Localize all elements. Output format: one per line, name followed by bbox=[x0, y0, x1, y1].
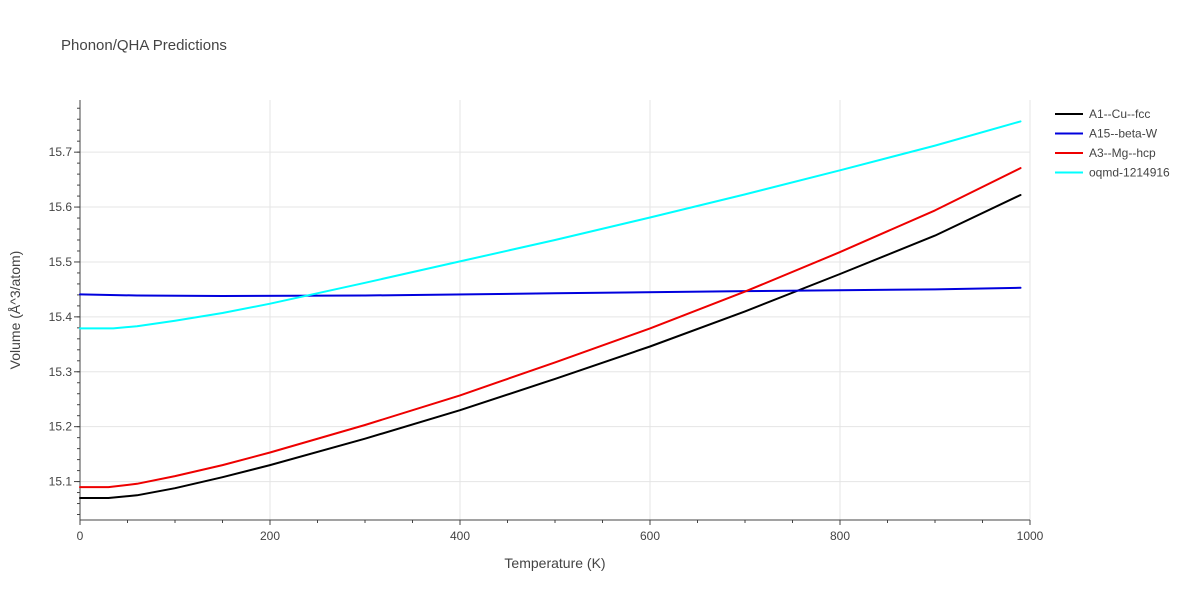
series-line-A15--beta-W[interactable] bbox=[79, 286, 1022, 297]
legend-label: oqmd-1214916 bbox=[1089, 166, 1170, 180]
legend-label: A1--Cu--fcc bbox=[1089, 107, 1150, 121]
y-tick-label: 15.1 bbox=[49, 475, 73, 489]
series-line-oqmd-1214916[interactable] bbox=[79, 120, 1022, 330]
y-tick-label: 15.5 bbox=[49, 255, 73, 269]
gridlines bbox=[80, 100, 1031, 520]
legend-item[interactable]: oqmd-1214916 bbox=[1055, 166, 1170, 180]
legend[interactable]: A1--Cu--fcc A15--beta-W A3--Mg--hcp oqmd-12… bbox=[1055, 107, 1170, 180]
legend-item[interactable]: A3--Mg--hcp bbox=[1055, 146, 1156, 160]
x-tick-label: 400 bbox=[450, 529, 470, 543]
axes: 0 200 400 600 800 1000 15.1 15.2 15.3 15.4 15.5 15.… bbox=[49, 100, 1044, 543]
y-tick-label: 15.6 bbox=[49, 200, 73, 214]
x-tick-label: 200 bbox=[260, 529, 280, 543]
x-tick-label: 600 bbox=[640, 529, 660, 543]
x-tick-label: 1000 bbox=[1017, 529, 1044, 543]
legend-item[interactable]: A15--beta-W bbox=[1055, 127, 1158, 141]
y-tick-label: 15.2 bbox=[49, 420, 73, 434]
legend-item[interactable]: A1--Cu--fcc bbox=[1055, 107, 1150, 121]
x-tick-label: 800 bbox=[830, 529, 850, 543]
series-group bbox=[79, 120, 1022, 499]
legend-label: A3--Mg--hcp bbox=[1089, 146, 1156, 160]
y-tick-label: 15.7 bbox=[49, 145, 73, 159]
y-tick-label: 15.4 bbox=[49, 310, 73, 324]
legend-label: A15--beta-W bbox=[1089, 127, 1158, 141]
series-line-A3--Mg--hcp[interactable] bbox=[79, 167, 1022, 489]
series-line-A1--Cu--fcc[interactable] bbox=[79, 194, 1022, 499]
x-tick-label: 0 bbox=[77, 529, 84, 543]
y-tick-label: 15.3 bbox=[49, 365, 73, 379]
x-axis-title: Temperature (K) bbox=[504, 555, 605, 571]
chart-title: Phonon/QHA Predictions bbox=[61, 37, 227, 54]
y-axis-title: Volume (Å^3/atom) bbox=[7, 251, 23, 370]
